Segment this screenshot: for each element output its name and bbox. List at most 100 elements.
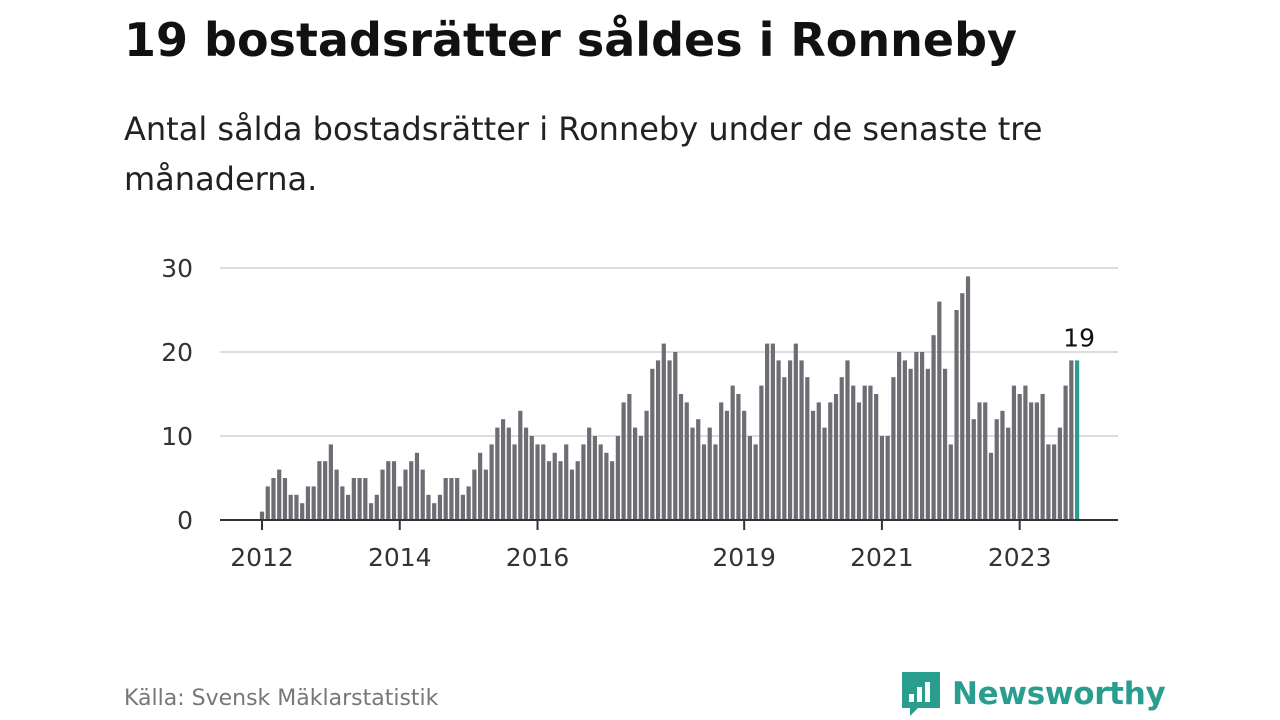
- bar: [1017, 394, 1022, 520]
- brand-name: Newsworthy: [952, 676, 1166, 712]
- bar: [523, 427, 529, 520]
- bar: [920, 352, 925, 520]
- bar: [282, 478, 288, 520]
- chart-subtitle: Antal sålda bostadsrätter i Ronneby unde…: [124, 110, 1043, 198]
- bar: [793, 343, 798, 520]
- bar: [948, 444, 953, 520]
- bar: [845, 360, 850, 520]
- bar: [1063, 385, 1068, 520]
- bar: [627, 394, 632, 520]
- bar: [368, 503, 374, 520]
- bar: [426, 494, 431, 520]
- bar: [323, 461, 328, 520]
- newsworthy-logo-icon: [902, 672, 940, 716]
- bar: [449, 478, 454, 520]
- bar: [1000, 410, 1005, 520]
- bar: [380, 469, 385, 520]
- bar: [633, 427, 638, 520]
- bar: [1040, 394, 1045, 520]
- bar: [535, 444, 540, 520]
- bar: [736, 394, 741, 520]
- x-tick-label: 2014: [368, 543, 432, 572]
- bar: [397, 486, 402, 520]
- bar: [265, 486, 270, 520]
- bar: [776, 360, 781, 520]
- bar: [868, 385, 873, 520]
- bar: [1057, 427, 1062, 520]
- bar: [724, 410, 730, 520]
- bar: [598, 444, 603, 520]
- bar: [437, 494, 443, 520]
- bar: [747, 436, 752, 520]
- bar: [839, 377, 844, 520]
- bar: [604, 452, 609, 520]
- bar: [1011, 385, 1017, 520]
- bar: [759, 385, 764, 520]
- bar: [954, 310, 959, 520]
- bar: [489, 444, 494, 520]
- bar: [317, 461, 322, 520]
- bar: [328, 444, 333, 520]
- bar: [701, 444, 707, 520]
- bar: [483, 469, 488, 520]
- bar: [569, 469, 575, 520]
- bar: [753, 444, 758, 520]
- bar: [661, 343, 666, 520]
- bar: [925, 368, 930, 520]
- bar: [478, 452, 483, 520]
- bar: [351, 478, 356, 520]
- y-tick-label: 0: [177, 506, 193, 535]
- bar: [1023, 385, 1028, 520]
- bar: [1034, 402, 1039, 520]
- bar: [879, 436, 885, 520]
- bar: [363, 478, 368, 520]
- bar: [1069, 360, 1074, 520]
- bar: [696, 419, 701, 520]
- bar: [810, 410, 816, 520]
- bar: [518, 410, 523, 520]
- bar: [529, 436, 534, 520]
- x-tick-label: 2021: [850, 543, 914, 572]
- bar: [1029, 402, 1034, 520]
- bar: [552, 452, 557, 520]
- bar: [592, 436, 598, 520]
- bar: [770, 343, 775, 520]
- bar: [977, 402, 982, 520]
- bar: [862, 385, 867, 520]
- bar: [575, 461, 580, 520]
- bar: [937, 301, 942, 520]
- bar: [621, 402, 626, 520]
- bar: [305, 486, 311, 520]
- bar: [391, 461, 397, 520]
- bar: [650, 368, 655, 520]
- brand-logo[interactable]: Newsworthy: [900, 668, 1166, 720]
- bar: [558, 461, 563, 520]
- highlight-bar: [1074, 360, 1080, 520]
- bar: [902, 360, 907, 520]
- bar: [994, 419, 999, 520]
- bar: [277, 469, 282, 520]
- x-tick-label: 2023: [988, 543, 1052, 572]
- bar: [472, 469, 477, 520]
- bar: [822, 427, 827, 520]
- bar: [667, 360, 672, 520]
- x-tick-label: 2012: [230, 543, 294, 572]
- bar: [1052, 444, 1057, 520]
- bar: [346, 494, 351, 520]
- bar: [294, 494, 299, 520]
- bar: [414, 452, 420, 520]
- bar: [432, 503, 437, 520]
- chart-title: 19 bostadsrätter såldes i Ronneby: [124, 13, 1018, 67]
- bar: [960, 293, 965, 520]
- bar: [730, 385, 735, 520]
- bar: [988, 452, 994, 520]
- bar: [455, 478, 460, 520]
- bar: [851, 385, 856, 520]
- bar: [673, 352, 678, 520]
- bar: [799, 360, 804, 520]
- bar: [782, 377, 787, 520]
- y-tick-label: 10: [161, 422, 193, 451]
- bar: [581, 444, 586, 520]
- bar: [300, 503, 305, 520]
